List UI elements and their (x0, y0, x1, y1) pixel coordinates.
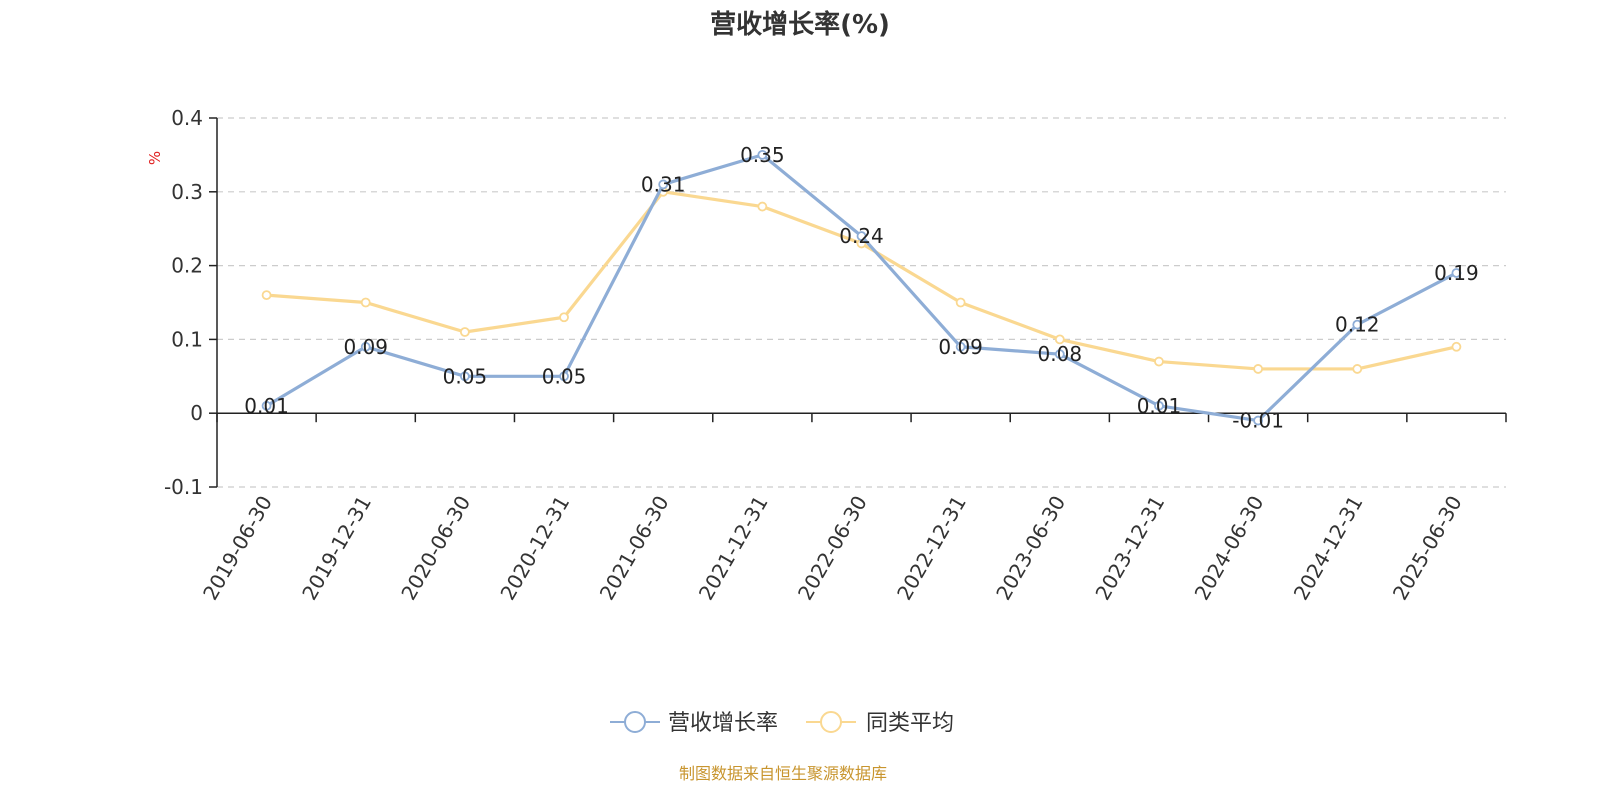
data-point-peer-average[interactable] (1451, 341, 1462, 352)
legend-item-peer-average[interactable]: 同类平均 (806, 711, 954, 736)
data-point-revenue-growth[interactable] (1253, 415, 1264, 426)
y-tick-label: 0.2 (171, 254, 203, 278)
data-point-revenue-growth[interactable] (261, 400, 272, 411)
data-point-revenue-growth[interactable] (559, 371, 569, 382)
x-tick-label: 2023-06-30 (991, 492, 1070, 605)
x-tick-label: 2021-06-30 (595, 492, 674, 605)
x-tick-label: 2021-12-31 (694, 492, 773, 605)
data-point-peer-average[interactable] (1054, 334, 1065, 345)
grid-lines (217, 117, 1506, 488)
chart-title: 营收增长率(%) (710, 9, 890, 40)
data-label: -0.01 (1232, 409, 1284, 433)
legend-item-revenue-growth[interactable]: 营收增长率 (610, 711, 778, 736)
data-point-peer-average[interactable] (1154, 356, 1164, 367)
x-tick-label: 2022-06-30 (793, 492, 872, 605)
data-label: 0.19 (1434, 261, 1479, 285)
data-point-peer-average[interactable] (1352, 364, 1363, 374)
y-axis-unit-label: % (146, 151, 164, 165)
y-tick-label: 0.1 (171, 327, 203, 351)
data-label: 0.05 (542, 364, 587, 388)
series-lines (261, 149, 1462, 426)
y-tick-label: -0.1 (164, 475, 203, 499)
data-point-peer-average[interactable] (459, 327, 470, 337)
data-point-revenue-growth[interactable] (856, 231, 867, 241)
data-point-revenue-growth[interactable] (459, 371, 470, 382)
x-tick-label: 2025-06-30 (1388, 492, 1467, 605)
data-point-revenue-growth[interactable] (1352, 319, 1363, 330)
data-label: 0.24 (839, 224, 884, 248)
data-point-revenue-growth[interactable] (1154, 400, 1164, 411)
data-label: 0.08 (1038, 342, 1083, 366)
x-tick-label: 2019-12-31 (297, 492, 376, 605)
x-tick-label: 2024-12-31 (1289, 492, 1368, 605)
x-tick-label: 2019-06-30 (198, 492, 277, 605)
data-label: 0.05 (443, 364, 488, 388)
data-point-revenue-growth[interactable] (757, 149, 768, 160)
legend-marker-peer-average (820, 711, 842, 733)
data-label: 0.12 (1335, 313, 1380, 337)
data-point-peer-average[interactable] (1253, 364, 1264, 374)
data-point-revenue-growth[interactable] (658, 179, 669, 190)
data-labels: 0.01 0.09 0.05 0.05 0.31 0.35 0.24 0.09 0.08 0.01… (244, 143, 1478, 433)
x-tick-label: 2024-06-30 (1190, 492, 1269, 605)
data-label: 0.31 (641, 172, 686, 196)
data-point-peer-average[interactable] (360, 297, 371, 308)
legend-marker-revenue-growth (624, 711, 646, 733)
x-tick-label: 2022-12-31 (892, 491, 971, 604)
series-line-peer-average (264, 190, 1459, 371)
y-tick-label: 0 (190, 401, 203, 425)
data-point-revenue-growth[interactable] (360, 341, 371, 352)
x-tick-label: 2020-12-31 (495, 492, 574, 605)
data-source-footer: 制图数据来自恒生聚源数据库 (679, 764, 887, 783)
data-label: 0.01 (244, 394, 289, 418)
data-label: 0.35 (740, 143, 785, 167)
y-tick-label: 0.3 (171, 180, 203, 204)
data-point-peer-average[interactable] (559, 312, 569, 323)
legend-label-revenue-growth: 营收增长率 (668, 711, 778, 736)
data-point-revenue-growth[interactable] (1451, 268, 1462, 278)
data-point-revenue-growth[interactable] (1054, 349, 1065, 360)
legend-label-peer-average: 同类平均 (866, 711, 954, 736)
data-point-peer-average[interactable] (757, 201, 768, 212)
y-tick-label: 0.4 (171, 106, 203, 130)
data-label: 0.09 (938, 335, 983, 359)
x-tick-label: 2023-12-31 (1090, 492, 1169, 605)
x-tick-label: 2020-06-30 (396, 492, 475, 605)
data-point-peer-average[interactable] (955, 297, 966, 308)
data-label: 0.09 (343, 335, 388, 359)
data-point-peer-average[interactable] (261, 290, 272, 301)
legend: 营收增长率 同类平均 (610, 711, 954, 736)
data-label: 0.01 (1137, 394, 1182, 418)
data-point-revenue-growth[interactable] (955, 341, 966, 352)
